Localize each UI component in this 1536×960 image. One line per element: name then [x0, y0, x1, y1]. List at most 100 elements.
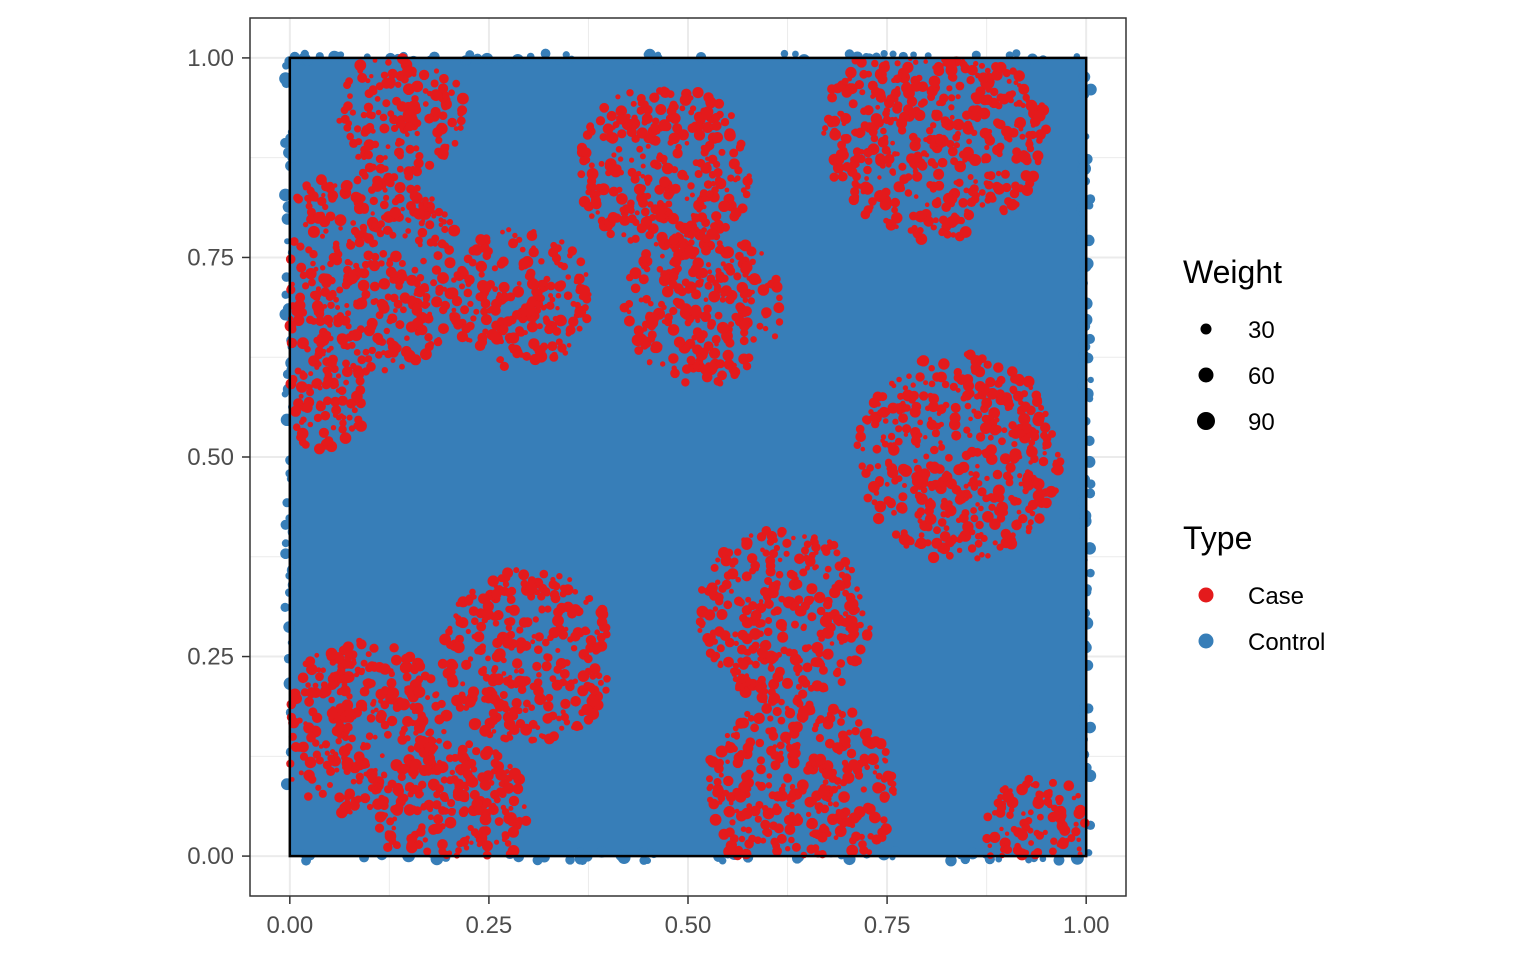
control-point	[1087, 376, 1094, 384]
case-point	[381, 771, 387, 778]
case-point	[305, 682, 311, 688]
case-point	[642, 294, 651, 304]
case-point	[328, 696, 335, 704]
case-point	[967, 186, 978, 197]
case-point	[567, 246, 577, 256]
case-point	[924, 499, 936, 511]
case-point	[583, 715, 594, 725]
case-point	[992, 540, 998, 546]
case-point	[1028, 840, 1034, 846]
case-point	[1009, 188, 1020, 199]
case-point	[379, 250, 388, 258]
case-point	[502, 567, 514, 579]
control-point	[1083, 352, 1094, 364]
case-point	[896, 117, 908, 129]
case-point	[361, 289, 371, 299]
case-point	[481, 616, 488, 624]
control-point	[1085, 194, 1096, 205]
case-point	[413, 208, 425, 220]
case-point	[619, 206, 626, 213]
case-point	[1035, 798, 1041, 805]
case-point	[863, 728, 873, 737]
case-point	[627, 167, 637, 177]
case-point	[504, 769, 510, 774]
case-point	[650, 344, 660, 354]
control-point	[910, 51, 917, 59]
case-point	[1030, 850, 1040, 860]
case-point	[650, 159, 660, 169]
case-point	[854, 586, 860, 592]
case-point	[701, 195, 708, 203]
case-point	[406, 833, 417, 844]
case-point	[337, 395, 348, 406]
case-point	[375, 154, 385, 164]
case-point	[745, 826, 752, 834]
case-point	[544, 324, 554, 335]
case-point	[465, 740, 474, 749]
case-point	[442, 740, 452, 750]
case-point	[577, 670, 590, 682]
case-point	[380, 720, 390, 730]
case-point	[784, 824, 796, 835]
case-point	[706, 775, 713, 783]
case-point	[646, 359, 653, 365]
x-tick-label: 0.25	[466, 912, 513, 939]
case-point	[416, 827, 426, 837]
case-point	[860, 786, 867, 793]
case-point	[923, 216, 934, 227]
case-point	[431, 296, 443, 308]
case-point	[837, 140, 846, 150]
case-point	[931, 161, 939, 169]
case-point	[757, 630, 764, 638]
case-point	[741, 633, 753, 645]
case-point	[884, 153, 895, 165]
case-point	[1012, 845, 1023, 856]
case-point	[760, 837, 767, 844]
case-point	[348, 672, 354, 678]
case-point	[403, 349, 416, 362]
case-point	[686, 315, 694, 324]
case-point	[450, 669, 456, 675]
case-point	[705, 156, 710, 161]
case-point	[394, 842, 401, 849]
case-point	[433, 814, 444, 825]
case-point	[982, 511, 994, 523]
case-point	[668, 103, 675, 110]
case-point	[438, 847, 447, 856]
case-point	[993, 183, 1005, 195]
case-point	[332, 183, 338, 188]
case-point	[994, 417, 1000, 423]
case-point	[565, 274, 571, 280]
case-point	[881, 145, 891, 155]
case-point	[576, 257, 586, 267]
case-point	[336, 286, 344, 294]
case-point	[379, 753, 385, 759]
case-point	[507, 826, 519, 838]
case-point	[783, 814, 795, 826]
case-point	[339, 419, 347, 427]
case-point	[1021, 811, 1026, 816]
case-point	[946, 500, 953, 507]
case-point	[1001, 427, 1008, 434]
case-point	[1059, 824, 1071, 836]
case-point	[442, 242, 449, 250]
case-point	[974, 555, 981, 562]
case-point	[343, 767, 351, 776]
case-point	[521, 804, 527, 810]
case-point	[995, 170, 1002, 177]
case-point	[369, 281, 380, 292]
legend-size-title: Weight	[1183, 254, 1282, 290]
case-point	[763, 627, 773, 637]
case-point	[655, 104, 667, 115]
case-point	[500, 229, 505, 235]
case-point	[495, 769, 507, 781]
case-point	[914, 109, 926, 122]
case-point	[978, 532, 984, 537]
case-point	[559, 590, 567, 598]
case-point	[719, 296, 726, 303]
case-point	[392, 96, 401, 106]
case-point	[580, 626, 590, 636]
case-point	[350, 220, 357, 226]
case-point	[320, 233, 325, 239]
case-point	[748, 273, 761, 286]
